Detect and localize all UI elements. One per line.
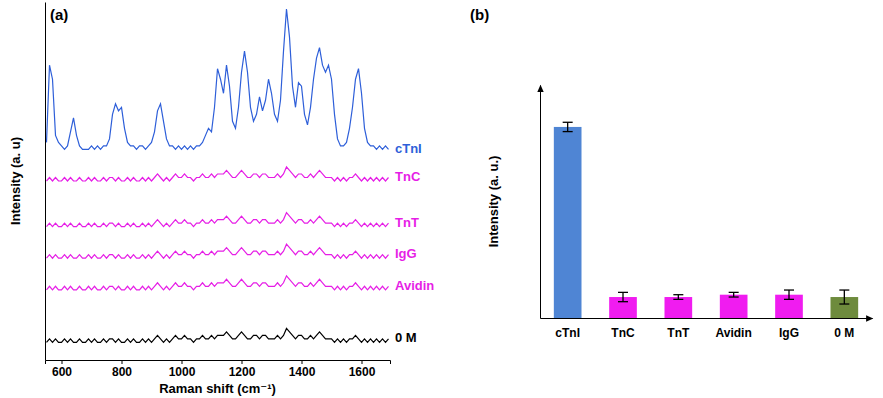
x-tick: 1600 — [349, 360, 376, 379]
error-bar — [839, 290, 849, 304]
error-bar-stem — [733, 292, 734, 297]
error-bar-stem — [567, 122, 568, 131]
x-axis-title: Raman shift (cm⁻¹) — [159, 381, 276, 396]
x-tick-label: 600 — [52, 365, 72, 379]
x-axis-line — [541, 318, 873, 319]
x-tick-label: 1000 — [169, 365, 196, 379]
x-tick: 1400 — [289, 360, 316, 379]
x-tick: 0 M — [834, 318, 854, 340]
y-axis-title: Intensity (a. u) — [8, 137, 23, 225]
error-bar-cap — [784, 289, 794, 290]
x-tick: 1200 — [229, 360, 256, 379]
x-tick: 1000 — [169, 360, 196, 379]
error-bar-stem — [622, 292, 623, 301]
y-axis-line — [45, 3, 46, 361]
spectrum-line — [47, 328, 389, 342]
error-bar-cap — [784, 299, 794, 300]
error-bar-cap — [673, 294, 683, 295]
x-tick: cTnI — [555, 318, 580, 340]
x-tick-label: TnT — [667, 326, 690, 340]
x-tick: TnC — [611, 318, 635, 340]
series-label: Avidin — [395, 278, 434, 293]
x-tick-mark — [182, 360, 183, 364]
bar — [720, 295, 748, 318]
x-axis-line — [46, 361, 391, 365]
y-axis-line — [540, 86, 541, 319]
error-bar-stem — [788, 290, 789, 299]
x-tick: TnT — [667, 318, 690, 340]
spectrum-line — [47, 167, 389, 181]
x-tick-label: 1200 — [229, 365, 256, 379]
x-tick-mark — [62, 360, 63, 364]
error-bar — [729, 292, 739, 297]
x-tick-label: Avidin — [716, 326, 752, 340]
error-bar — [563, 122, 573, 131]
x-tick-label: 1400 — [289, 365, 316, 379]
spectrum-line — [47, 244, 389, 258]
error-bar-cap — [673, 299, 683, 300]
x-axis: 600 800 1000 1200 1400 1600 — [46, 360, 391, 379]
figure: cTnI TnC TnT IgG Avidin 0 M 600 800 1000 1200 1400… — [0, 0, 883, 398]
x-tick-mark — [302, 360, 303, 364]
x-tick-label: 1600 — [349, 365, 376, 379]
x-tick-label: IgG — [779, 326, 799, 340]
panel-title: (b) — [470, 6, 489, 23]
x-tick: 600 — [52, 360, 72, 379]
x-tick-mark — [122, 360, 123, 364]
error-bar — [673, 295, 683, 300]
series-label: cTnI — [395, 141, 422, 156]
y-axis — [540, 86, 541, 319]
bar — [554, 127, 582, 318]
series-label: 0 M — [395, 330, 417, 345]
x-axis: cTnI TnC TnT Avidin IgG 0 M — [541, 318, 873, 340]
error-bar-cap — [563, 131, 573, 132]
x-tick-label: cTnI — [555, 326, 580, 340]
error-bar-cap — [839, 289, 849, 290]
plot-area — [554, 122, 858, 318]
error-bar-cap — [729, 292, 739, 293]
error-bar-cap — [618, 301, 628, 302]
x-tick-label: TnC — [611, 326, 635, 340]
spectrum-line — [47, 9, 389, 149]
spectrum-line — [47, 213, 389, 227]
x-tick: IgG — [779, 318, 799, 340]
x-tick-label: 0 M — [834, 326, 854, 340]
series-label: TnC — [395, 169, 421, 184]
error-bar — [618, 292, 628, 301]
series-label: TnT — [395, 215, 419, 230]
bar — [665, 297, 693, 318]
error-bar-stem — [678, 295, 679, 300]
x-tick-label: 800 — [112, 365, 132, 379]
error-bar-cap — [563, 122, 573, 123]
error-bar-cap — [618, 292, 628, 293]
error-bar-cap — [729, 296, 739, 297]
x-tick: Avidin — [716, 318, 752, 340]
error-bar — [784, 290, 794, 299]
spectrum-line — [47, 276, 389, 290]
panel-title: (a) — [50, 6, 68, 23]
x-tick-mark — [362, 360, 363, 364]
error-bar-cap — [839, 303, 849, 304]
series-label: IgG — [395, 246, 417, 261]
plot-area — [47, 9, 389, 342]
y-axis-title: Intensity (a. u.) — [486, 156, 501, 248]
x-tick-mark — [242, 360, 243, 364]
x-tick: 800 — [112, 360, 132, 379]
error-bar-stem — [844, 290, 845, 304]
y-axis — [45, 3, 46, 361]
